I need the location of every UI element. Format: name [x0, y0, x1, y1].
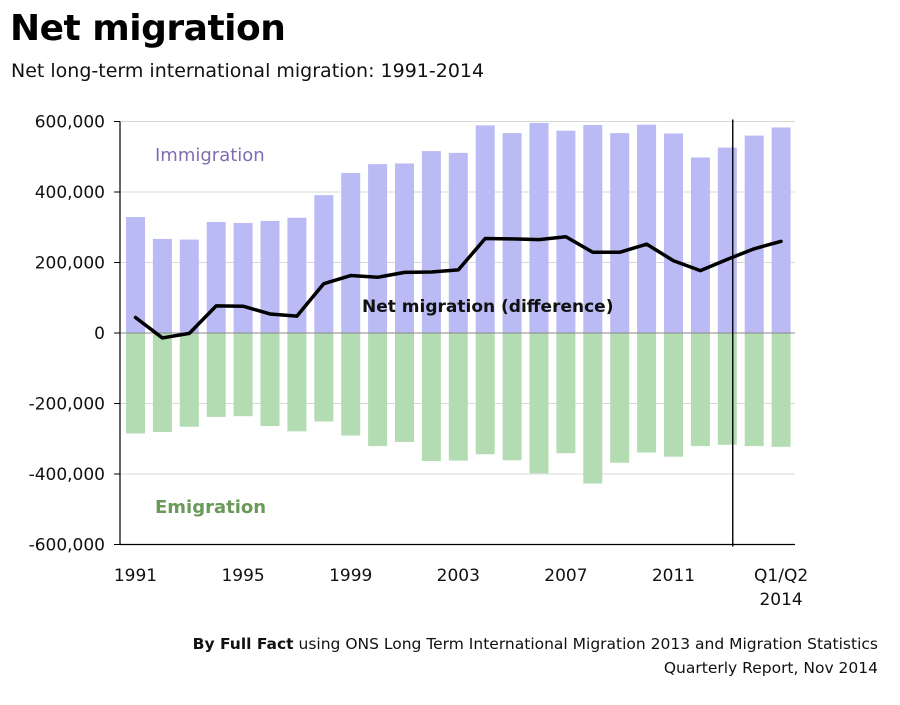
y-tick-label-400,000: 400,000 [35, 183, 105, 203]
emigration-bar-2014-Q1 [744, 333, 764, 447]
source-text-line1: using ONS Long Term International Migrat… [293, 635, 878, 653]
immigration-bar-1998 [314, 195, 334, 333]
y-tick-label-600,000: 600,000 [35, 113, 105, 133]
y-tick-label-200,000: 200,000 [35, 254, 105, 274]
emigration-bar-1998 [314, 333, 334, 422]
emigration-bar-2009 [610, 333, 630, 463]
net-migration-line [133, 235, 783, 340]
emigration-bar-1993 [179, 333, 199, 427]
immigration-bar-2011 [664, 133, 683, 333]
y-tick-label--600,000: -600,000 [29, 536, 105, 556]
chart-title: Net migration [10, 8, 286, 49]
emigration-bar-1992 [152, 333, 172, 433]
immigration-bar-2012 [690, 157, 710, 333]
emigration-bar-2001 [395, 333, 414, 442]
net-migration-chart: 600,000 400,000 200,000 0 -200,000 -400,000 -6… [29, 113, 809, 611]
emigration-bar-1995 [233, 333, 253, 417]
emigration-bar-2002 [421, 333, 441, 461]
x-tick-label-1995: 1995 [221, 566, 264, 586]
emigration-bar-1991 [126, 333, 145, 434]
immigration-bar-2001 [395, 163, 414, 333]
immigration-bar-1992 [152, 238, 172, 333]
y-tick-label--200,000: -200,000 [29, 395, 105, 415]
x-tick-label-1991: 1991 [114, 566, 157, 586]
immigration-bar-2009 [610, 133, 630, 333]
immigration-bar-2004 [475, 125, 495, 333]
immigration-bar-2014-Q2 [771, 127, 791, 334]
emigration-bar-1994 [206, 333, 226, 417]
emigration-label: Emigration [155, 497, 266, 518]
emigration-bar-2010 [637, 333, 657, 453]
immigration-bar-1995 [233, 223, 253, 333]
emigration-bar-2005 [502, 333, 522, 461]
immigration-bar-2007 [556, 130, 576, 333]
immigration-bar-2008 [583, 125, 603, 334]
immigration-bar-1994 [206, 221, 226, 333]
x-tick-label-Q1-Q2: Q1/Q2 [754, 566, 808, 586]
immigration-bar-1991 [126, 217, 145, 333]
emigration-bar-1997 [287, 333, 307, 432]
immigration-bar-2005 [502, 133, 522, 333]
x-tick-label-2011: 2011 [652, 566, 695, 586]
immigration-bar-1997 [287, 217, 307, 333]
immigration-bar-2000 [368, 164, 388, 333]
immigration-bar-1999 [341, 172, 361, 333]
immigration-bar-1996 [260, 220, 280, 333]
net-migration-label: Net migration (difference) [362, 297, 613, 317]
emigration-bar-2007 [556, 333, 576, 454]
source-author: By Full Fact [192, 635, 294, 653]
emigration-bar-2008 [583, 333, 603, 484]
emigration-bar-2006 [529, 333, 549, 474]
y-tick-label-0: 0 [94, 324, 105, 344]
emigration-bar-2000 [368, 333, 388, 447]
source-text-line2: Quarterly Report, Nov 2014 [663, 659, 878, 677]
y-tick-label--400,000: -400,000 [29, 465, 105, 485]
emigration-bar-1999 [341, 333, 361, 436]
source-note: By Full Fact using ONS Long Term Interna… [78, 632, 878, 680]
immigration-label: Immigration [155, 145, 265, 166]
immigration-bar-2002 [421, 151, 441, 333]
emigration-bar-2004 [475, 333, 495, 455]
x-tick-label-2003: 2003 [437, 566, 480, 586]
x-tick-label-2014-line2: 2014 [759, 590, 802, 610]
emigration-bar-2014-Q2 [771, 333, 791, 447]
immigration-bar-2013 [717, 147, 737, 333]
immigration-bar-2006 [529, 122, 549, 333]
immigration-bar-2014-Q1 [744, 135, 764, 333]
emigration-bar-2003 [448, 333, 468, 461]
emigration-bar-2012 [690, 333, 710, 447]
emigration-bar-2011 [664, 333, 683, 457]
chart-subtitle: Net long-term international migration: 1… [11, 60, 485, 82]
x-tick-label-2007: 2007 [544, 566, 587, 586]
immigration-bar-2003 [448, 152, 468, 333]
emigration-bar-1996 [260, 333, 280, 427]
immigration-bar-2010 [637, 124, 657, 333]
emigration-bar-2013 [717, 333, 737, 445]
x-tick-label-1999: 1999 [329, 566, 372, 586]
immigration-bar-1993 [179, 239, 199, 333]
